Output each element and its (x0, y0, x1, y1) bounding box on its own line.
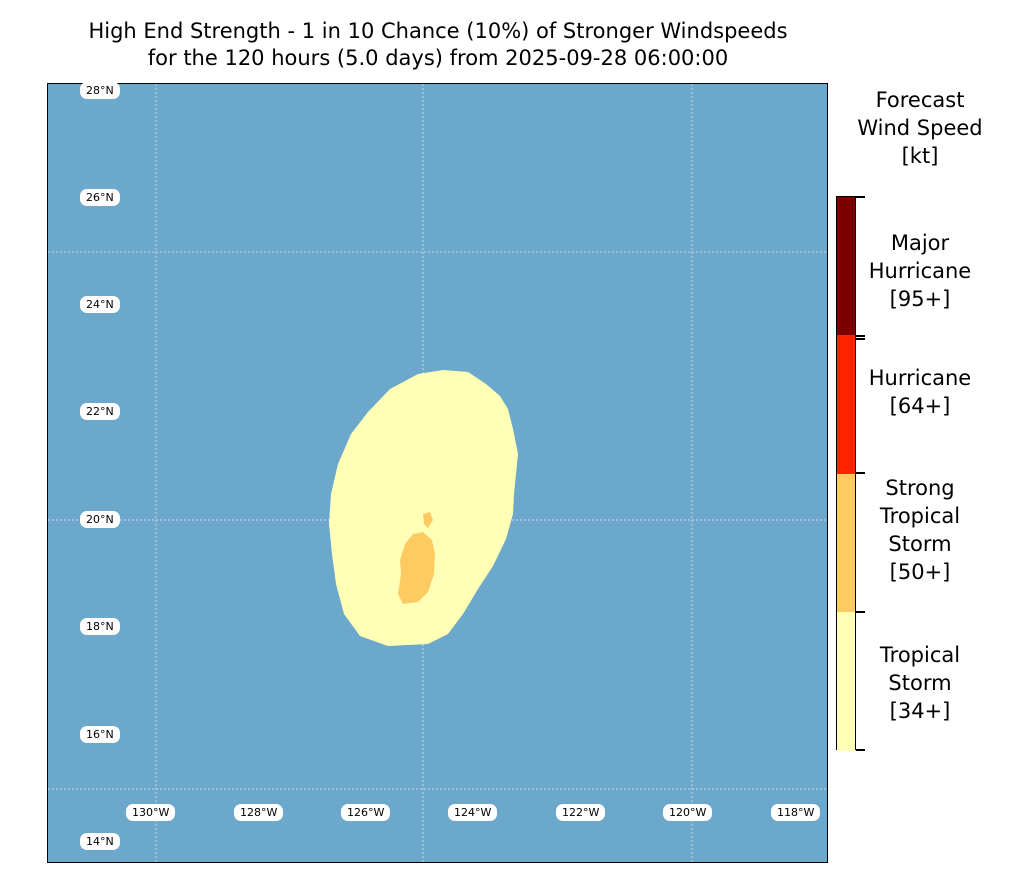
title-line-2: for the 120 hours (5.0 days) from 2025-0… (147, 46, 729, 70)
lat-label-14n: 14°N (80, 833, 120, 850)
strong-tropical-storm-wind-fleck (423, 512, 433, 528)
lat-label-26n: 26°N (80, 189, 120, 206)
lon-label-128w: 128°W (234, 804, 284, 821)
lon-label-118w: 118°W (771, 804, 821, 821)
category-text: [34+] (889, 699, 951, 723)
colorbar-title-line-1: Forecast (875, 88, 965, 112)
lon-label-122w: 122°W (556, 804, 606, 821)
map-title: High End Strength - 1 in 10 Chance (10%)… (0, 18, 876, 72)
colorbar-title-line-3: [kt] (901, 144, 939, 168)
category-text: Tropical (879, 643, 961, 667)
category-text: [95+] (889, 287, 951, 311)
category-label-tropical-storm: Tropical Storm [34+] (860, 641, 980, 725)
category-text: Storm (888, 671, 952, 695)
category-text: Storm (888, 532, 952, 556)
wind-speed-colorbar (836, 196, 856, 751)
colorbar-segment-major-hurricane (837, 197, 855, 335)
lon-label-126w: 126°W (341, 804, 391, 821)
colorbar-segment-tropical-storm (837, 612, 855, 751)
category-label-major-hurricane: Major Hurricane [95+] (860, 229, 980, 313)
category-text: Strong (885, 476, 955, 500)
colorbar-title: Forecast Wind Speed [kt] (830, 86, 1010, 170)
colorbar-title-line-2: Wind Speed (857, 116, 983, 140)
category-text: Tropical (879, 504, 961, 528)
lat-label-22n: 22°N (80, 403, 120, 420)
lat-label-16n: 16°N (80, 726, 120, 743)
title-line-1: High End Strength - 1 in 10 Chance (10%)… (88, 19, 788, 43)
category-text: Hurricane (868, 366, 972, 390)
category-label-hurricane: Hurricane [64+] (860, 364, 980, 420)
category-label-strong-tropical-storm: Strong Tropical Storm [50+] (860, 474, 980, 586)
colorbar-tick (856, 196, 865, 198)
strong-tropical-storm-wind-field (398, 532, 435, 604)
category-text: [50+] (889, 560, 951, 584)
lat-label-24n: 24°N (80, 296, 120, 313)
lon-label-120w: 120°W (663, 804, 713, 821)
lon-label-124w: 124°W (448, 804, 498, 821)
lat-label-28n: 28°N (80, 82, 120, 99)
tropical-storm-wind-field (329, 370, 518, 646)
colorbar-tick (856, 335, 865, 337)
colorbar-tick (856, 611, 865, 613)
colorbar-tick (856, 472, 865, 474)
colorbar-tick (856, 338, 865, 340)
colorbar-segment-hurricane (837, 335, 855, 474)
lat-label-18n: 18°N (80, 618, 120, 635)
map-canvas (48, 84, 827, 862)
lon-label-130w: 130°W (126, 804, 176, 821)
colorbar-segment-strong-tropical-storm (837, 474, 855, 612)
category-text: Hurricane (868, 259, 972, 283)
category-text: [64+] (889, 394, 951, 418)
map-panel[interactable] (47, 83, 828, 863)
lat-label-20n: 20°N (80, 511, 120, 528)
category-text: Major (890, 231, 950, 255)
colorbar-tick (856, 749, 865, 751)
